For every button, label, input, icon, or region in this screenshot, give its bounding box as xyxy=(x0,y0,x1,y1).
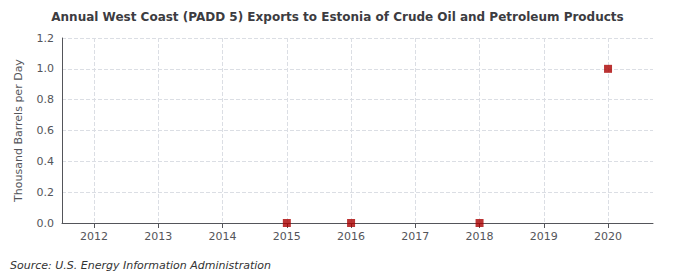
svg-text:2016: 2016 xyxy=(337,230,365,243)
svg-text:Annual West Coast (PADD 5) Exp: Annual West Coast (PADD 5) Exports to Es… xyxy=(51,10,623,24)
svg-text:Thousand Barrels per Day: Thousand Barrels per Day xyxy=(12,59,25,203)
svg-text:2014: 2014 xyxy=(209,230,237,243)
svg-text:2017: 2017 xyxy=(401,230,429,243)
svg-text:0.0: 0.0 xyxy=(37,217,55,230)
svg-text:1.2: 1.2 xyxy=(37,32,55,45)
svg-text:Source: U.S. Energy Informatio: Source: U.S. Energy Information Administ… xyxy=(10,259,271,272)
svg-text:0.4: 0.4 xyxy=(37,155,55,168)
svg-text:2020: 2020 xyxy=(594,230,622,243)
svg-text:0.2: 0.2 xyxy=(37,186,55,199)
svg-text:2012: 2012 xyxy=(80,230,108,243)
svg-text:2013: 2013 xyxy=(144,230,172,243)
svg-text:2018: 2018 xyxy=(466,230,494,243)
svg-text:0.6: 0.6 xyxy=(37,124,55,137)
svg-text:0.8: 0.8 xyxy=(37,93,55,106)
svg-text:2015: 2015 xyxy=(273,230,301,243)
svg-text:1.0: 1.0 xyxy=(37,62,55,75)
svg-text:2019: 2019 xyxy=(530,230,558,243)
